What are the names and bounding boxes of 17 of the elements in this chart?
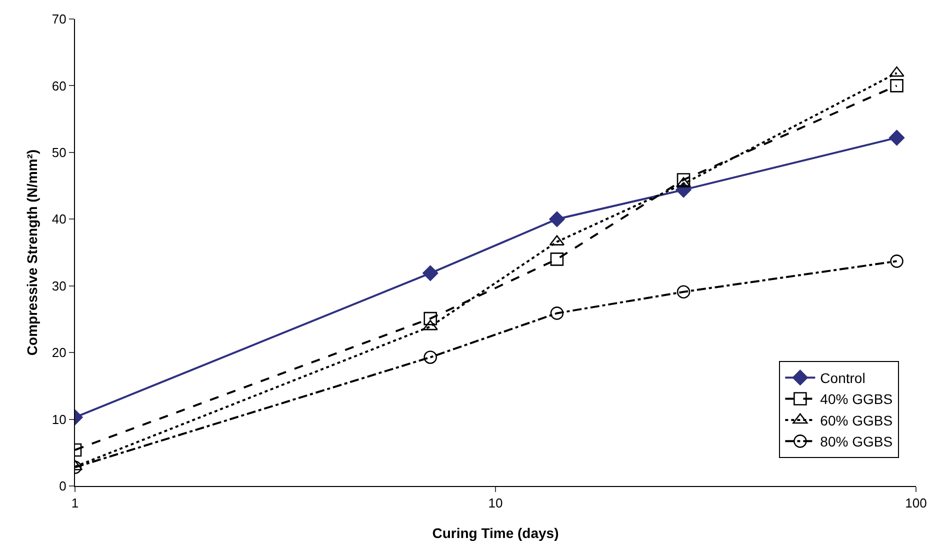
y-tick-label: 70 (52, 12, 66, 27)
y-tick-label: 40 (52, 212, 66, 227)
y-tick-label: 60 (52, 78, 66, 94)
legend-label: 80% GGBS (820, 434, 893, 450)
x-tick-label: 100 (905, 496, 927, 511)
y-tick-label: 50 (52, 144, 66, 160)
x-tick-label: 10 (488, 496, 503, 511)
legend-label: Control (820, 370, 866, 386)
legend-label: 40% GGBS (820, 391, 893, 408)
y-tick-label: 20 (52, 345, 66, 360)
y-tick-label: 30 (52, 278, 66, 294)
x-tick-label: 1 (71, 496, 79, 511)
x-axis-title: Curing Time (days) (432, 525, 559, 541)
legend-label: 60% GGBS (820, 412, 893, 428)
y-tick-label: 0 (59, 478, 66, 494)
y-axis-title: Compressive Strength (N/mm²) (24, 149, 40, 356)
y-tick-label: 10 (52, 412, 66, 427)
